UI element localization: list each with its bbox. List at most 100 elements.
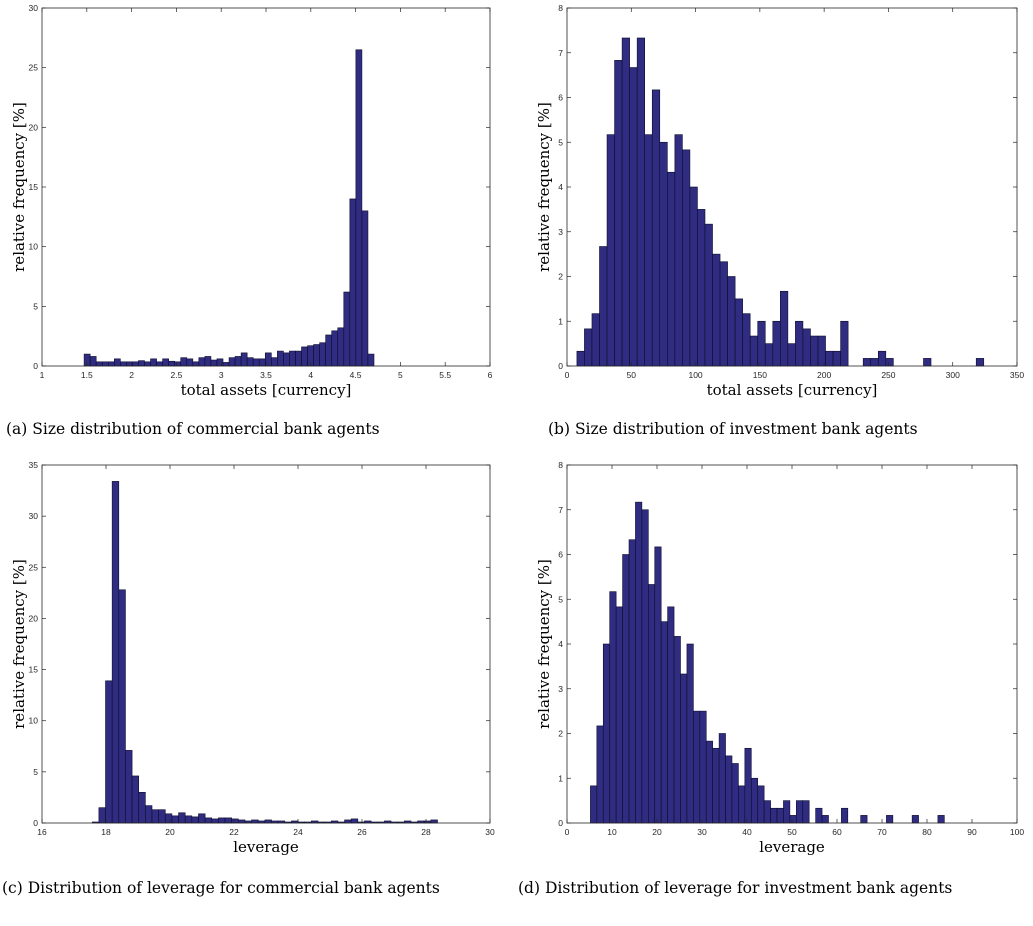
histogram-bar: [937, 815, 945, 824]
histogram-bar: [105, 680, 113, 824]
x-tick-label: 50: [787, 827, 797, 837]
x-tick-label: 16: [37, 827, 47, 837]
x-axis-label: total assets [currency]: [181, 381, 352, 399]
histogram-bar: [825, 350, 834, 367]
histogram-bar: [725, 755, 733, 824]
histogram-bar: [596, 725, 604, 824]
histogram-bar: [802, 800, 810, 824]
histogram-bar: [795, 320, 804, 367]
x-tick-label: 100: [1010, 827, 1024, 837]
x-tick-label: 4: [308, 370, 313, 380]
histogram-bar: [776, 807, 784, 824]
y-tick-label: 8: [558, 460, 563, 470]
histogram-bar: [98, 807, 106, 824]
histogram-bar: [164, 813, 173, 824]
histogram-bar: [145, 805, 153, 824]
x-tick-label: 90: [967, 827, 977, 837]
histogram-bar: [841, 807, 849, 824]
histogram-bar: [654, 546, 662, 824]
histogram-bar: [693, 710, 701, 824]
histogram-bar: [132, 361, 139, 367]
histogram-bar: [125, 750, 133, 824]
histogram-bar: [349, 198, 357, 367]
histogram-bar: [295, 350, 302, 367]
y-tick-label: 35: [29, 460, 39, 470]
histogram-bar: [361, 210, 369, 367]
histogram-bar: [615, 606, 623, 824]
histogram-bar: [770, 807, 778, 824]
histogram-bar: [911, 815, 919, 824]
histogram-bar: [599, 246, 608, 367]
x-tick-label: 300: [946, 370, 960, 380]
histogram-bar: [107, 361, 115, 367]
histogram-bar: [673, 636, 681, 824]
histogram-bar: [584, 328, 593, 367]
histogram-bar: [731, 763, 739, 824]
histogram-bar: [228, 357, 236, 367]
histogram-bar: [660, 621, 668, 824]
histogram-bar: [131, 775, 140, 824]
histogram-bar: [763, 800, 771, 824]
x-tick-label: 50: [627, 370, 637, 380]
histogram-bar: [686, 643, 694, 824]
histogram-bar: [840, 320, 849, 367]
histogram-bar: [204, 356, 212, 367]
x-tick-label: 24: [293, 827, 303, 837]
histogram-bar: [325, 334, 333, 367]
histogram-bar: [355, 49, 363, 367]
histogram-bar: [602, 643, 611, 824]
histogram-bar: [860, 815, 868, 824]
histogram-bar: [101, 361, 109, 367]
chart-panel-b: 0 50 100 150 200 250 300 350 0 1 2 3 4 5 6 7 8 total asse…: [535, 3, 1024, 399]
histogram-bar: [271, 357, 278, 367]
histogram-bar: [171, 815, 179, 824]
y-tick-label: 5: [33, 301, 38, 311]
y-tick-label: 10: [29, 242, 39, 252]
histogram-bar: [817, 335, 826, 367]
histogram-bar: [667, 606, 675, 824]
histogram-bar: [234, 356, 242, 367]
histogram-bar: [886, 815, 894, 824]
histogram-bar: [727, 276, 736, 367]
x-tick-label: 200: [817, 370, 831, 380]
y-tick-label: 30: [29, 3, 39, 13]
histogram-bar: [862, 358, 872, 367]
histogram-bar: [319, 342, 326, 367]
histogram-bar: [192, 361, 200, 367]
y-tick-label: 0: [33, 361, 38, 371]
histogram-bar: [789, 815, 797, 824]
x-tick-label: 1.5: [81, 370, 93, 380]
histogram-bar: [680, 673, 688, 824]
histogram-bar: [158, 809, 166, 824]
histogram-bar: [337, 327, 345, 367]
histogram-bar: [787, 343, 796, 367]
y-tick-label: 5: [558, 594, 563, 604]
x-tick-label: 60: [832, 827, 842, 837]
histogram-bar: [877, 350, 887, 367]
histogram-bar: [264, 819, 272, 824]
y-tick-label: 30: [29, 511, 39, 521]
histogram-bar: [614, 60, 623, 367]
histogram-bar: [802, 328, 811, 367]
histogram-bar: [606, 134, 615, 367]
x-axis-label: leverage: [759, 838, 825, 856]
x-tick-label: 250: [881, 370, 895, 380]
axes-box: [41, 7, 491, 367]
histogram-bar: [628, 539, 636, 824]
histogram-bar: [211, 818, 219, 824]
histogram-bar: [719, 261, 728, 367]
histogram-bar: [180, 357, 188, 367]
x-axis-label: leverage: [233, 838, 299, 856]
x-tick-label: 2.5: [170, 370, 182, 380]
x-tick-label: 350: [1010, 370, 1024, 380]
histogram-bar: [430, 819, 438, 824]
x-tick-label: 0: [565, 827, 570, 837]
histogram-bar: [89, 356, 97, 367]
x-tick-label: 28: [421, 827, 431, 837]
histogram-bar: [204, 817, 213, 824]
histogram-bar: [644, 134, 653, 367]
x-tick-label: 3: [219, 370, 224, 380]
histogram-bar: [704, 223, 713, 367]
histogram-bar: [885, 358, 894, 367]
y-tick-label: 7: [558, 48, 563, 58]
